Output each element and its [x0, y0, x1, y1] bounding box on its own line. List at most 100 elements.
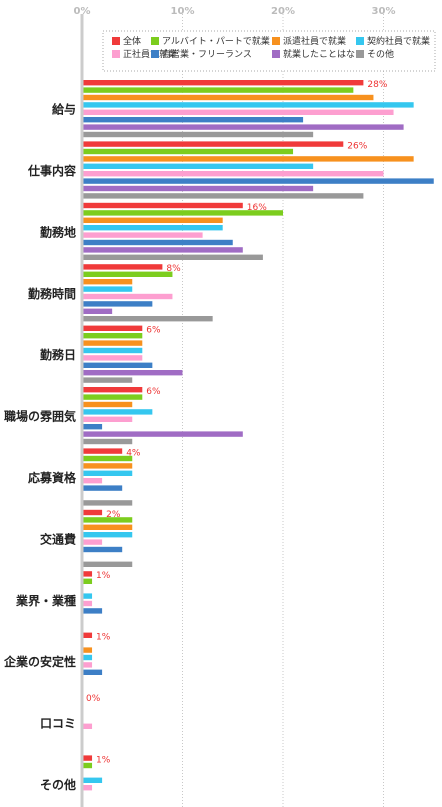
bar — [82, 509, 103, 516]
category-label: 職場の雰囲気 — [4, 409, 76, 424]
bar — [82, 470, 133, 476]
bar — [82, 94, 374, 101]
bar — [82, 225, 223, 231]
legend-label: 就業したことはない — [283, 48, 364, 60]
bar — [82, 485, 123, 491]
bar — [82, 293, 173, 300]
bar — [82, 247, 243, 253]
category-label: 交通費 — [40, 531, 76, 546]
bar — [82, 517, 133, 523]
data-label: 4% — [126, 448, 141, 458]
legend-swatch — [356, 50, 364, 58]
legend-label: 派遣社員で就業 — [283, 35, 346, 47]
bar — [82, 193, 364, 199]
bar — [82, 163, 314, 169]
bar — [82, 431, 243, 437]
bar — [82, 156, 414, 162]
legend-swatch — [151, 37, 159, 45]
legend-label: 契約社員で就業 — [367, 35, 430, 47]
legend-label: アルバイト・パートで就業 — [162, 35, 270, 47]
bar — [82, 148, 294, 155]
data-label: 1% — [96, 571, 111, 581]
bar — [82, 308, 113, 314]
bar — [82, 109, 394, 115]
bar — [82, 362, 153, 368]
legend-label: 正社員で就業 — [123, 48, 177, 60]
bar — [82, 662, 93, 668]
bar — [82, 325, 143, 331]
legend-swatch — [112, 50, 120, 58]
bar — [82, 723, 93, 729]
bar — [82, 185, 314, 192]
bar — [82, 578, 93, 584]
bar — [82, 217, 223, 223]
bar — [82, 478, 103, 484]
bar — [82, 409, 153, 415]
category-label: 仕事内容 — [27, 163, 76, 178]
bar — [82, 347, 143, 354]
x-axis-tick-labels: 0% 10% 20% 30% — [74, 6, 396, 17]
bar — [82, 286, 133, 292]
bar — [82, 632, 93, 638]
legend-swatch — [272, 50, 280, 58]
bar — [82, 524, 133, 530]
category-label: その他 — [40, 777, 76, 792]
bar — [82, 755, 93, 761]
bar — [82, 455, 133, 462]
bar — [82, 463, 133, 469]
bar — [82, 80, 364, 86]
bar — [82, 117, 304, 123]
tick-label: 30% — [372, 6, 396, 17]
category-label: 応募資格 — [28, 470, 77, 485]
bar — [82, 370, 183, 376]
bar — [82, 279, 133, 285]
bar — [82, 264, 163, 270]
legend-swatch — [356, 37, 364, 45]
category-label: 勤務時間 — [28, 286, 76, 301]
data-label: 6% — [146, 326, 161, 336]
bar — [82, 316, 213, 322]
legend-label: 全体 — [123, 35, 141, 47]
bar — [82, 377, 133, 383]
bar — [82, 669, 103, 675]
bar — [82, 777, 103, 783]
data-label: 28% — [367, 80, 387, 90]
bar — [82, 239, 233, 246]
bar — [82, 647, 93, 653]
bar — [82, 785, 93, 791]
bar — [82, 593, 93, 599]
legend-swatch — [112, 37, 120, 45]
bar — [82, 131, 314, 138]
bar — [82, 561, 133, 567]
data-label: 2% — [106, 510, 121, 520]
data-label: 8% — [166, 264, 181, 274]
tick-label: 20% — [271, 6, 295, 17]
bar — [82, 438, 133, 445]
bar — [82, 424, 103, 430]
bar — [82, 355, 143, 361]
bar — [82, 271, 173, 277]
bar — [82, 232, 203, 238]
bars: 28% 26% 16% 8% 6% 6% 4% 2% 1% 1% 0% 1% — [82, 80, 434, 791]
legend-label: 自営業・フリーランス — [162, 48, 252, 60]
category-label: 勤務日 — [40, 347, 76, 362]
bar — [82, 600, 93, 607]
category-label: 勤務地 — [40, 224, 76, 239]
category-label: 口コミ — [40, 717, 76, 731]
data-label: 16% — [247, 203, 267, 213]
bar — [82, 532, 133, 538]
bar — [82, 546, 123, 553]
data-label: 6% — [146, 387, 161, 397]
bar — [82, 571, 93, 577]
data-label: 26% — [347, 141, 367, 151]
bar — [82, 654, 93, 661]
bar — [82, 202, 243, 209]
bar — [82, 539, 103, 545]
category-labels: 給与仕事内容勤務地勤務時間勤務日職場の雰囲気応募資格交通費業界・業種企業の安定性… — [3, 102, 77, 792]
bar — [82, 87, 354, 93]
bar — [82, 333, 143, 339]
bar — [82, 141, 344, 147]
bar — [82, 500, 133, 506]
bar — [82, 124, 404, 130]
